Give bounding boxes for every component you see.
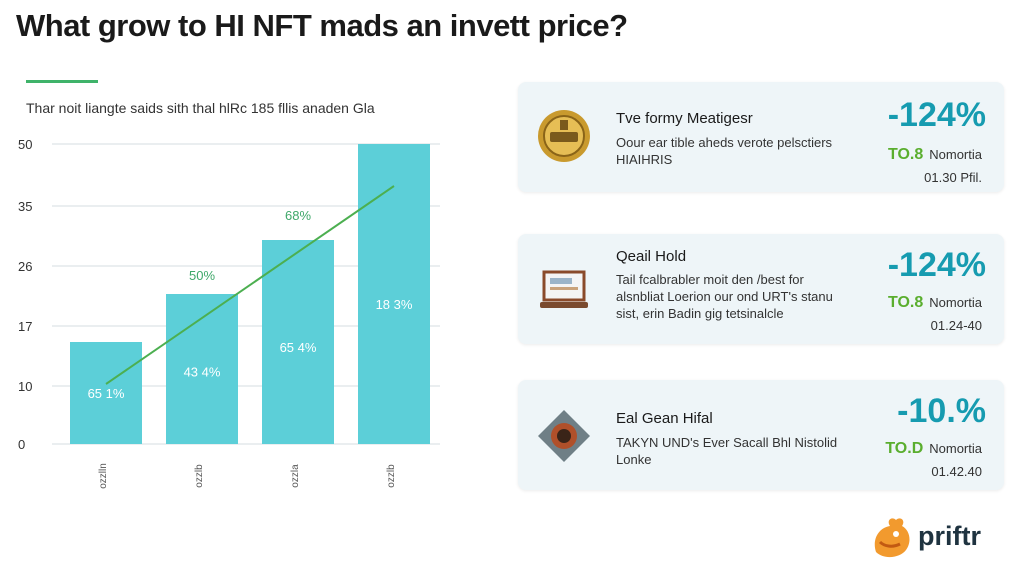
trend-line	[105, 185, 395, 385]
line-point-label: 50%	[189, 268, 215, 283]
card-title: Eal Gean Hifal	[616, 410, 713, 427]
title-accent-line	[26, 80, 98, 83]
y-tick-label: 35	[18, 199, 32, 214]
chart-subtitle: Thar noit liangte saids sith thal hlRc 1…	[26, 100, 375, 116]
card-change: TO.D Nomortia	[885, 440, 982, 458]
y-axis-ticks: 50 35 26 17 10 0	[18, 137, 32, 452]
brand-name: priftr	[918, 521, 981, 551]
card-change: TO.8 Nomortia	[888, 146, 982, 164]
y-tick-label: 26	[18, 259, 32, 274]
card-value: -124%	[887, 246, 986, 284]
diamond-coin-icon	[538, 410, 590, 462]
bar-value-label: 43 4%	[184, 365, 221, 380]
line-point-label: 68%	[285, 208, 311, 223]
x-axis-categories: ozzlln ozzlb ozzla ozzlb	[98, 463, 397, 489]
card-value: -10.%	[897, 392, 986, 430]
card-change-label: Nomortia	[929, 441, 982, 456]
bar-value-labels: 65 1% 43 4% 65 4% 18 3%	[88, 297, 413, 401]
y-tick-label: 10	[18, 379, 32, 394]
bar-value-label: 18 3%	[376, 297, 413, 312]
y-tick-label: 0	[18, 437, 25, 452]
x-tick-label: ozzla	[290, 464, 301, 488]
card-value: -124%	[887, 96, 986, 134]
card-description: Tail fcalbrabler moit den /best for alsn…	[616, 272, 833, 321]
card-change-value: TO.8	[887, 146, 924, 163]
x-tick-label: ozzlln	[98, 463, 109, 489]
trend-line-group: 50% 68%	[105, 185, 395, 385]
card-time: 01.30 Pfil.	[924, 170, 982, 185]
card-title: Qeail Hold	[616, 248, 687, 265]
card-change-value: TO.D	[885, 440, 924, 457]
card-time: 01.42.40	[931, 464, 982, 479]
card-change-label: Nomortia	[929, 295, 982, 310]
page-title: What grow to HI NFT mads an invett price…	[16, 8, 628, 43]
y-tick-label: 50	[18, 137, 32, 152]
coin-icon	[538, 110, 590, 162]
card-change-label: Nomortia	[929, 147, 982, 162]
card-change: TO.8 Nomortia	[888, 294, 982, 312]
bar-value-label: 65 1%	[88, 386, 125, 401]
card-description: TAKYN UND's Ever Sacall Bhl Nistolid Lon…	[616, 435, 838, 467]
chart-bar	[262, 240, 334, 444]
x-tick-label: ozzlb	[194, 464, 205, 488]
card-change-value: TO.8	[887, 294, 924, 311]
bar-value-label: 65 4%	[280, 340, 317, 355]
stat-card-2[interactable]: Qeail Hold Tail fcalbrabler moit den /be…	[518, 234, 1004, 344]
chart-bar	[70, 342, 142, 444]
rooster-logo-icon	[874, 518, 910, 558]
chart-bar	[358, 144, 430, 444]
y-tick-label: 17	[18, 319, 32, 334]
card-time: 01.24-40	[930, 318, 982, 333]
card-description: Oour ear tible aheds verote pelsctiers H…	[616, 135, 833, 167]
laptop-icon	[540, 270, 588, 308]
stat-card-3[interactable]: Eal Gean Hifal TAKYN UND's Ever Sacall B…	[518, 380, 1004, 490]
stat-card-1[interactable]: Tve formy Meatigesr Oour ear tible aheds…	[518, 82, 1004, 192]
x-tick-label: ozzlb	[386, 464, 397, 488]
card-title: Tve formy Meatigesr	[616, 110, 753, 127]
